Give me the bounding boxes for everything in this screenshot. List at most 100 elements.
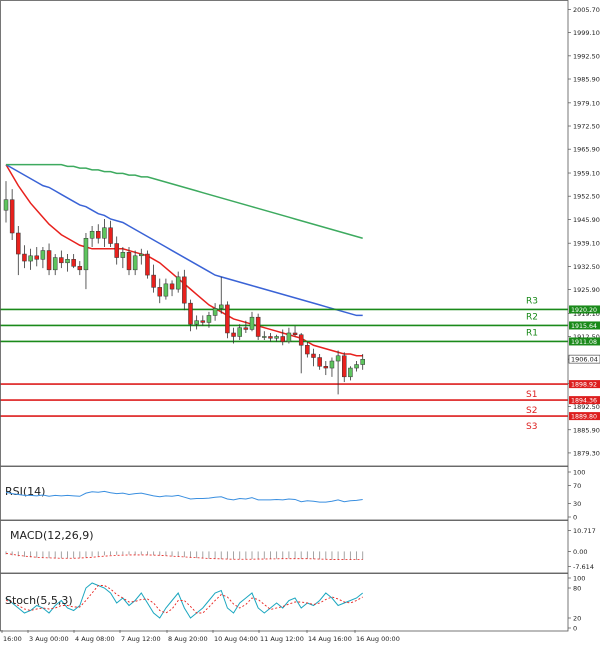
candle (182, 269, 187, 311)
candle-body-down (292, 332, 298, 335)
axis-tick-label: 30 (573, 500, 581, 508)
candle (9, 189, 15, 241)
candle (46, 243, 52, 276)
level-tag-r2: 1915.64 (571, 323, 597, 330)
panel-frame-3 (0, 520, 569, 574)
candle (286, 327, 292, 344)
candle (108, 220, 113, 248)
candle-body-up (132, 255, 138, 271)
level-label-r2: R2 (526, 312, 538, 322)
candle-body-down (298, 334, 304, 346)
candlesticks (3, 181, 365, 395)
candle-body-up (194, 320, 199, 325)
candle (360, 354, 365, 370)
price-tick-label: 1992.50 (573, 52, 600, 60)
moving-average-line-2 (5, 163, 363, 317)
candle-body-up (348, 367, 353, 378)
rsi-line (5, 490, 363, 503)
candle-body-up (175, 276, 181, 290)
candle (139, 248, 144, 265)
candle (219, 276, 224, 314)
candle (243, 320, 249, 333)
candle-body-up (354, 364, 359, 369)
price-tick-label: 1925.90 (573, 286, 600, 294)
candle-body-down (22, 253, 27, 262)
price-tick-label: 1972.50 (573, 123, 600, 131)
candle (71, 254, 76, 269)
macd-panel: MACD(12,26,9) 10.717 0.00 -7.614 (5, 527, 596, 571)
candle (317, 354, 322, 370)
candle (28, 248, 33, 270)
candle-body-down (342, 355, 347, 378)
stoch-panel: 100 80 20 0 Stoch(5,5,3) (5, 575, 585, 633)
candle (77, 261, 83, 276)
candle (120, 247, 126, 269)
candle-body-down (71, 259, 76, 267)
candle-body-down (46, 250, 52, 271)
candle-body-up (360, 359, 365, 365)
candle (22, 245, 27, 269)
candle-body-up (120, 252, 126, 258)
candle (83, 233, 89, 290)
price-tick-label: 1919.10 (573, 310, 600, 318)
rsi-panel: RSI(14) 100 70 30 0 (5, 469, 585, 522)
candle (96, 224, 101, 244)
axis-tick-label: -7.614 (573, 563, 594, 571)
stoch-title: Stoch(5,5,3) (5, 594, 73, 607)
axis-tick-label: 0 (573, 514, 577, 522)
stoch-k-line (5, 582, 364, 619)
candle (163, 278, 169, 300)
candle-body-down (59, 257, 64, 264)
candle (188, 299, 193, 332)
level-tag-s2: 1894.36 (571, 398, 597, 405)
time-tick-label: 8 Aug 20:00 (168, 635, 208, 643)
axis-tick-label: 10.717 (573, 527, 596, 535)
candle-body-up (335, 355, 341, 362)
candle (354, 361, 359, 372)
level-tag-s3: 1889.80 (571, 414, 597, 421)
time-tick-label: 3 Aug 00:00 (29, 635, 69, 643)
price-tick-label: 1885.90 (573, 426, 600, 434)
candle (151, 264, 156, 293)
candle (145, 250, 150, 279)
candle-body-down (225, 304, 230, 334)
panel-frame-1 (0, 0, 569, 467)
candle-body-down (77, 266, 83, 271)
axis-tick-label: 80 (573, 585, 581, 593)
candle-body-up (52, 257, 58, 271)
price-tick-label: 1985.90 (573, 76, 600, 84)
price-tick-label: 1892.50 (573, 403, 600, 411)
candle-body-down (114, 243, 119, 258)
candle-body-up (89, 230, 95, 239)
candle-body-up (102, 227, 107, 239)
candle-body-down (9, 199, 15, 234)
level-tag-r1: 1911.08 (571, 339, 597, 346)
price-tick-label: 1879.30 (573, 449, 600, 457)
candle (65, 254, 70, 272)
candle-body-up (262, 336, 267, 338)
axis-tick-label: 100 (573, 575, 585, 583)
candle (268, 332, 273, 342)
macd-histogram (5, 551, 364, 560)
current-price-tag: 1906.04 (568, 354, 600, 364)
candle (225, 301, 230, 339)
candle (114, 236, 119, 265)
candle-body-down (323, 366, 329, 369)
candle (132, 250, 138, 276)
candle-body-down (231, 332, 236, 337)
price-panel: 2005.70 1999.10 1992.50 1985.90 1979.10 1972.… (0, 6, 600, 457)
candle (323, 361, 329, 376)
candle-body-down (16, 232, 21, 255)
candle (212, 303, 218, 321)
candle-body-up (83, 238, 89, 271)
candle (231, 327, 236, 344)
stoch-d-line (5, 585, 363, 614)
level-label-s3: S3 (526, 422, 537, 432)
price-tick-label: 1939.10 (573, 240, 600, 248)
candle-body-down (126, 252, 132, 271)
candle (255, 313, 261, 340)
candle (175, 271, 181, 293)
axis-tick-label: 20 (573, 615, 581, 623)
price-tick-label: 1912.50 (573, 333, 600, 341)
